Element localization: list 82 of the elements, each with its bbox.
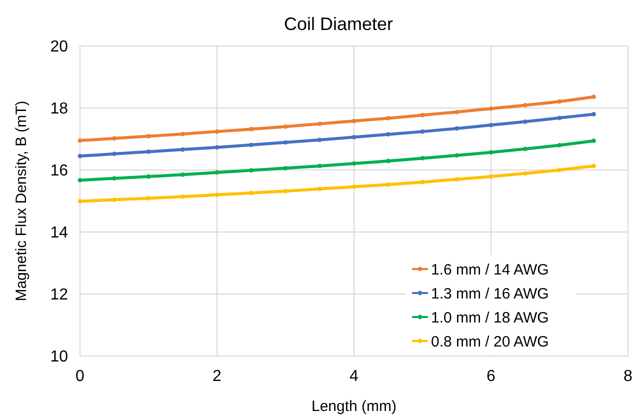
point <box>488 150 494 155</box>
point <box>592 112 596 116</box>
point <box>283 140 288 145</box>
point <box>592 138 596 144</box>
point <box>454 126 459 131</box>
point <box>557 99 562 104</box>
point <box>454 177 459 182</box>
x-axis-title: Length (mm) <box>311 398 397 415</box>
point <box>78 178 82 182</box>
point <box>78 199 82 204</box>
point <box>557 116 562 120</box>
y-tick-label: 14 <box>50 224 68 242</box>
point <box>386 182 390 187</box>
legend-label: 1.0 mm / 18 AWG <box>431 309 549 326</box>
y-axis-title: Magnetic Flux Density, B (mT) <box>13 100 30 302</box>
x-tick-label: 8 <box>624 368 633 385</box>
point <box>557 143 562 148</box>
point <box>523 103 528 108</box>
point <box>592 164 596 168</box>
point <box>112 198 116 202</box>
y-tick-label: 10 <box>50 348 68 366</box>
point <box>112 176 116 181</box>
point <box>112 152 116 156</box>
point <box>146 174 151 179</box>
point <box>420 129 425 134</box>
point <box>146 196 151 200</box>
point <box>386 116 390 120</box>
point <box>78 154 82 158</box>
x-tick-label: 2 <box>212 368 222 385</box>
point <box>112 136 116 141</box>
point <box>488 122 494 128</box>
point <box>352 134 356 140</box>
point <box>249 142 254 148</box>
point <box>454 110 459 114</box>
point <box>214 170 220 175</box>
point <box>180 147 185 152</box>
y-tick-label: 12 <box>50 286 68 304</box>
point <box>180 194 185 199</box>
point <box>283 188 288 194</box>
point <box>146 134 151 138</box>
point <box>214 192 220 197</box>
point <box>249 190 254 196</box>
point <box>180 132 185 136</box>
point <box>523 119 528 124</box>
point <box>488 106 494 111</box>
point <box>352 118 356 124</box>
point <box>386 132 390 137</box>
point <box>488 174 494 179</box>
point <box>523 171 528 176</box>
point <box>283 124 288 129</box>
legend-label: 0.8 mm / 20 AWG <box>431 333 549 350</box>
point <box>318 122 322 126</box>
x-tick-label: 4 <box>350 368 359 385</box>
y-tick-label: 16 <box>50 162 68 180</box>
chart-title: Coil Diameter <box>284 14 394 34</box>
point <box>146 150 151 154</box>
point <box>523 146 528 152</box>
point <box>420 156 425 160</box>
legend-label: 1.6 mm / 14 AWG <box>431 261 549 278</box>
point <box>592 94 596 100</box>
point <box>318 138 322 142</box>
point <box>249 168 254 173</box>
point <box>352 184 356 189</box>
point <box>318 164 322 168</box>
x-tick-label: 6 <box>486 368 496 385</box>
point <box>454 153 459 158</box>
point <box>420 180 425 184</box>
point <box>214 145 220 150</box>
point <box>214 129 220 134</box>
point <box>386 158 390 164</box>
point <box>557 168 562 172</box>
point <box>249 126 254 132</box>
y-tick-label: 20 <box>50 38 68 56</box>
legend-label: 1.3 mm / 16 AWG <box>431 285 549 302</box>
point <box>78 138 82 143</box>
point <box>283 166 288 170</box>
point <box>180 172 185 177</box>
point <box>420 112 425 118</box>
point <box>352 161 356 166</box>
x-tick-label: 0 <box>76 368 85 385</box>
y-tick-label: 18 <box>50 100 68 118</box>
point <box>318 186 322 192</box>
